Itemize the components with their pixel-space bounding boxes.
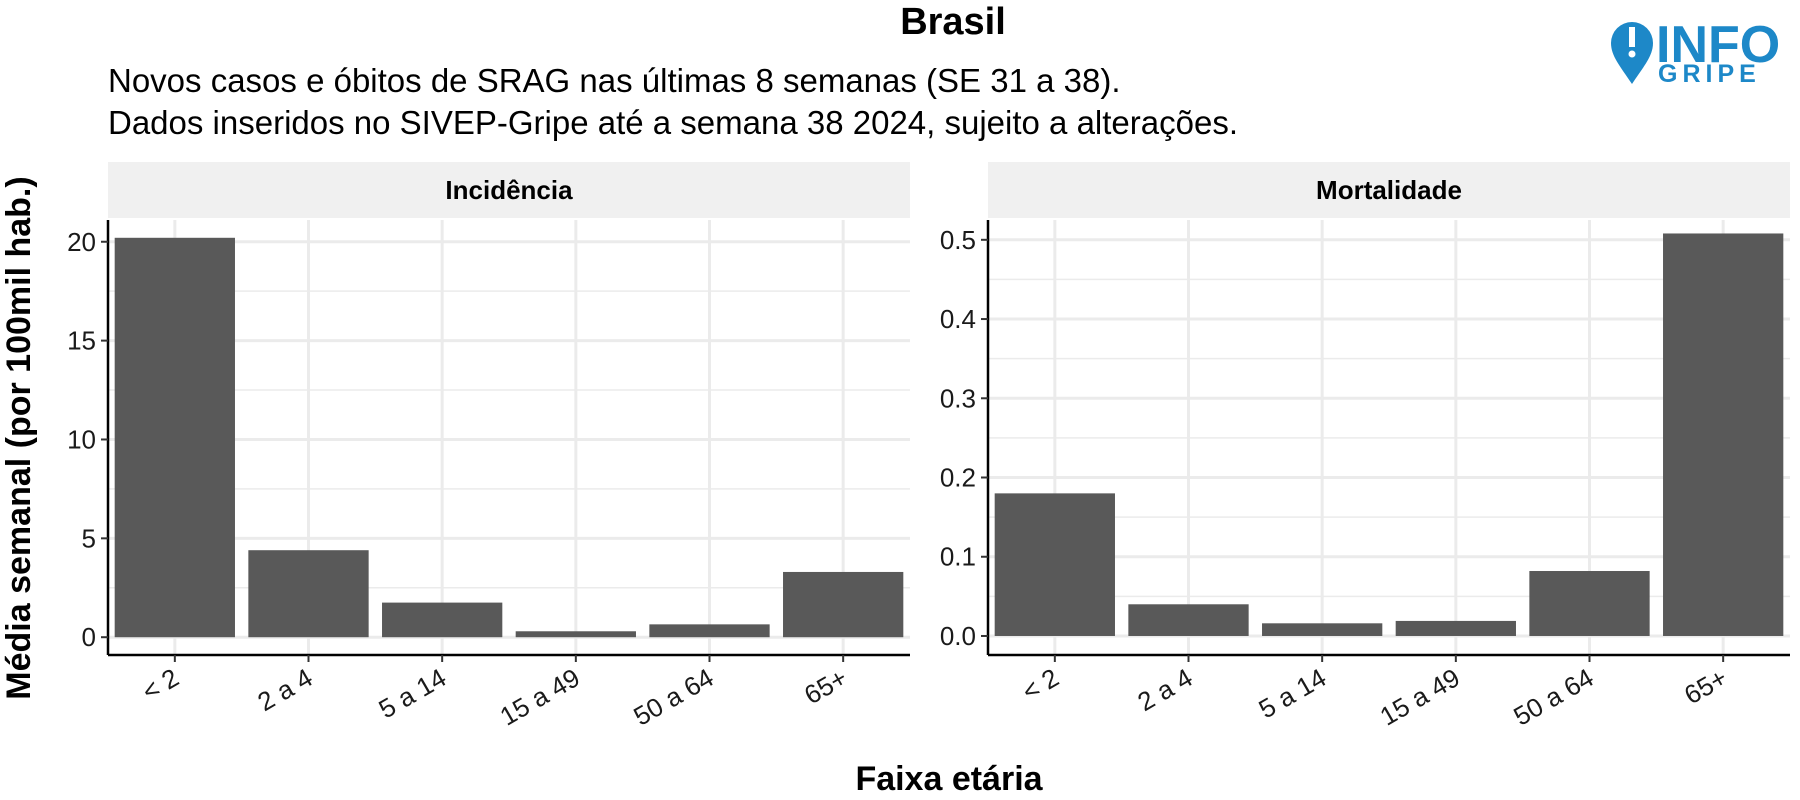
x-tick-label: 5 a 14 <box>374 662 452 724</box>
bar-mortalidade-1 <box>994 493 1115 636</box>
bar-incidencia-5 <box>649 624 770 638</box>
y-tick-label: 0 <box>82 622 96 652</box>
panel-incidencia: Incidência 0 5 10 15 20 < 2 2 a 4 5 a 14 15 a 4… <box>67 162 910 732</box>
x-tick-label: 2 a 4 <box>252 662 317 717</box>
chart-subtitle-line1: Novos casos e óbitos de SRAG nas últimas… <box>108 62 1121 99</box>
bar-incidencia-6 <box>783 571 904 638</box>
x-tick-label: 2 a 4 <box>1132 662 1197 717</box>
x-tick-label: < 2 <box>137 662 184 706</box>
bars-mortalidade <box>994 233 1784 636</box>
infogripe-logo: INFO GRIPE <box>1611 16 1780 88</box>
x-axis-title: Faixa etária <box>855 760 1043 798</box>
chart-subtitle-line2: Dados inseridos no SIVEP-Gripe até a sem… <box>108 104 1238 141</box>
bar-incidencia-3 <box>382 602 503 638</box>
x-tick-label: < 2 <box>1017 662 1064 706</box>
chart-title: Brasil <box>900 1 1006 43</box>
strip-mortalidade <box>988 162 1790 218</box>
bar-incidencia-2 <box>248 550 369 638</box>
bar-mortalidade-5 <box>1529 571 1650 636</box>
y-tick-label: 0.2 <box>940 463 976 493</box>
pin-mark-bar <box>1629 27 1635 47</box>
y-tick-label: 20 <box>67 227 96 257</box>
x-tick-label: 65+ <box>1679 662 1732 710</box>
bar-mortalidade-2 <box>1128 604 1249 636</box>
y-tick-label: 0.0 <box>940 621 976 651</box>
x-tick-label: 15 a 49 <box>1375 662 1465 731</box>
y-axis-title: Média semanal (por 100mil hab.) <box>0 176 38 699</box>
x-ticks-incidencia: < 2 2 a 4 5 a 14 15 a 49 50 a 64 65+ <box>137 655 852 732</box>
y-tick-label: 0.5 <box>940 225 976 255</box>
x-ticks-mortalidade: < 2 2 a 4 5 a 14 15 a 49 50 a 64 65+ <box>1017 655 1732 732</box>
bar-mortalidade-4 <box>1395 620 1516 636</box>
bar-mortalidade-3 <box>1262 623 1383 636</box>
x-tick-label: 65+ <box>799 662 852 710</box>
y-tick-label: 5 <box>82 523 96 553</box>
bar-mortalidade-6 <box>1663 233 1784 636</box>
y-tick-label: 0.4 <box>940 304 976 334</box>
y-ticks-mortalidade: 0.0 0.1 0.2 0.3 0.4 0.5 <box>940 225 988 651</box>
x-tick-label: 15 a 49 <box>495 662 585 731</box>
panel-mortalidade: Mortalidade 0.0 0.1 0.2 0.3 0.4 0.5 < 2 2 a 4 5… <box>940 162 1790 732</box>
logo-info-text: INFO <box>1656 16 1780 74</box>
logo-gripe-text: GRIPE <box>1658 60 1761 88</box>
pin-mark-dot <box>1628 50 1636 58</box>
strip-label-mortalidade: Mortalidade <box>1316 175 1462 205</box>
y-tick-label: 10 <box>67 424 96 454</box>
y-ticks-incidencia: 0 5 10 15 20 <box>67 227 108 652</box>
y-tick-label: 15 <box>67 326 96 356</box>
bars-incidencia <box>114 237 904 638</box>
x-tick-label: 50 a 64 <box>1508 662 1598 731</box>
y-tick-label: 0.1 <box>940 542 976 572</box>
bar-incidencia-4 <box>515 631 636 638</box>
y-tick-label: 0.3 <box>940 383 976 413</box>
strip-label-incidencia: Incidência <box>445 175 573 205</box>
x-tick-label: 50 a 64 <box>628 662 718 731</box>
bar-incidencia-1 <box>114 237 235 638</box>
strip-incidencia <box>108 162 910 218</box>
x-tick-label: 5 a 14 <box>1254 662 1332 724</box>
